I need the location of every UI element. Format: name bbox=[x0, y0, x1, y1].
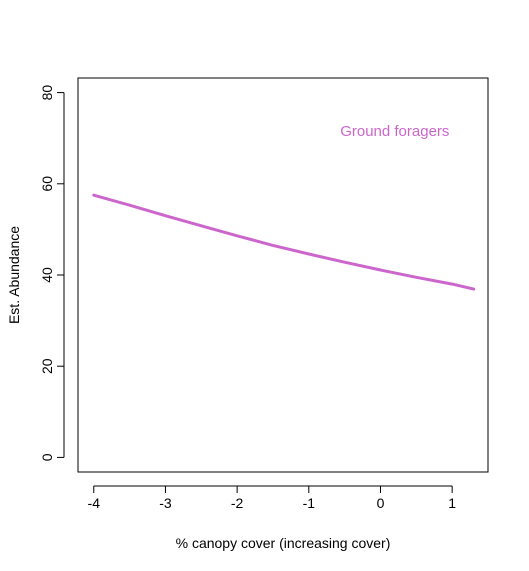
x-tick-label: -2 bbox=[231, 495, 244, 511]
chart-annotation: Ground foragers bbox=[340, 123, 449, 140]
annotation-layer: Ground foragers bbox=[340, 123, 449, 140]
x-tick-label: 1 bbox=[448, 495, 456, 511]
y-tick-label: 80 bbox=[39, 85, 55, 101]
y-tick-label: 20 bbox=[39, 358, 55, 374]
x-tick-label: -4 bbox=[88, 495, 101, 511]
plot-frame bbox=[77, 77, 489, 473]
series-layer bbox=[92, 193, 476, 291]
y-axis: 0 20 40 60 80 bbox=[39, 85, 65, 461]
x-tick-label: 0 bbox=[377, 495, 385, 511]
x-tick-label: -1 bbox=[303, 495, 316, 511]
y-tick-label: 60 bbox=[39, 176, 55, 192]
x-axis: -4 -3 -2 -1 0 1 bbox=[88, 485, 456, 511]
x-axis-title: % canopy cover (increasing cover) bbox=[176, 535, 391, 551]
y-axis-title: Est. Abundance bbox=[6, 226, 22, 324]
x-tick-label: -3 bbox=[159, 495, 172, 511]
y-tick-label: 0 bbox=[39, 453, 55, 461]
y-tick-label: 40 bbox=[39, 267, 55, 283]
series-line bbox=[92, 193, 476, 291]
